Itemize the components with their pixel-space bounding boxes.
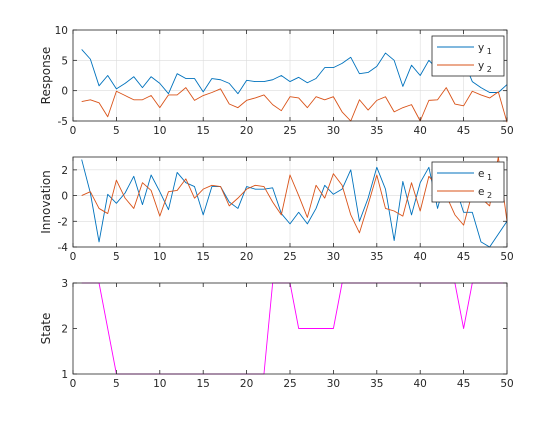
legend-entry-y2: y 2 bbox=[478, 60, 492, 74]
x-tick-label: 10 bbox=[153, 378, 166, 390]
x-tick-label: 10 bbox=[153, 251, 166, 263]
legend-entry-y1: y 1 bbox=[478, 42, 492, 56]
y-tick-label: 0 bbox=[61, 86, 68, 98]
x-tick-label: 20 bbox=[240, 378, 253, 390]
y-axis-label: State bbox=[39, 313, 53, 345]
x-tick-label: 50 bbox=[500, 251, 513, 263]
y-tick-label: -5 bbox=[58, 116, 68, 128]
y-axis-label: Innovation bbox=[39, 170, 53, 234]
x-tick-label: 30 bbox=[327, 251, 340, 263]
x-tick-label: 20 bbox=[240, 125, 253, 137]
y-tick-label: 2 bbox=[61, 324, 68, 336]
x-tick-label: 45 bbox=[457, 251, 470, 263]
x-tick-label: 5 bbox=[113, 125, 120, 137]
legend: y 1y 2 bbox=[431, 35, 505, 77]
x-tick-label: 10 bbox=[153, 125, 166, 137]
x-tick-label: 15 bbox=[197, 378, 210, 390]
x-tick-label: 40 bbox=[414, 378, 427, 390]
series-line-y2 bbox=[81, 87, 508, 123]
x-tick-label: 15 bbox=[197, 125, 210, 137]
y-tick-label: 5 bbox=[61, 55, 68, 67]
subplot-3: 0 5 10 15 20 25 30 35 40 45 50 1 2 3 State bbox=[39, 278, 514, 390]
y-tick-label: 2 bbox=[61, 165, 68, 177]
x-tick-label: 40 bbox=[414, 125, 427, 137]
x-tick-label: 45 bbox=[457, 125, 470, 137]
legend-entry-e1: e 1 bbox=[478, 168, 492, 182]
legend-box bbox=[431, 35, 505, 77]
x-tick-label: 5 bbox=[113, 251, 120, 263]
y-tick-label: 10 bbox=[55, 25, 68, 37]
x-tick-label: 5 bbox=[113, 378, 120, 390]
x-tick-label: 40 bbox=[414, 251, 427, 263]
y-tick-label: 3 bbox=[61, 278, 68, 290]
plot-area bbox=[73, 283, 507, 374]
y-tick-label: 1 bbox=[61, 369, 68, 381]
x-tick-label: 25 bbox=[283, 251, 296, 263]
y-tick-label: 0 bbox=[61, 191, 68, 203]
legend-box bbox=[431, 161, 505, 203]
x-tick-label: 0 bbox=[70, 251, 77, 263]
x-tick-label: 25 bbox=[283, 378, 296, 390]
y-axis-label: Response bbox=[39, 47, 53, 105]
x-tick-label: 20 bbox=[240, 251, 253, 263]
x-tick-label: 35 bbox=[370, 378, 383, 390]
x-tick-label: 35 bbox=[370, 125, 383, 137]
x-tick-label: 0 bbox=[70, 125, 77, 137]
legend-entry-e2: e 2 bbox=[478, 186, 492, 200]
x-tick-label: 45 bbox=[457, 378, 470, 390]
x-tick-label: 0 bbox=[70, 378, 77, 390]
y-tick-label: -4 bbox=[58, 242, 69, 254]
x-tick-label: 30 bbox=[327, 125, 340, 137]
x-tick-label: 35 bbox=[370, 251, 383, 263]
x-tick-label: 50 bbox=[500, 125, 513, 137]
x-tick-label: 25 bbox=[283, 125, 296, 137]
x-tick-label: 50 bbox=[500, 378, 513, 390]
x-tick-label: 30 bbox=[327, 378, 340, 390]
y-tick-label: -2 bbox=[58, 216, 68, 228]
x-tick-label: 15 bbox=[197, 251, 210, 263]
legend: e 1e 2 bbox=[431, 161, 505, 203]
